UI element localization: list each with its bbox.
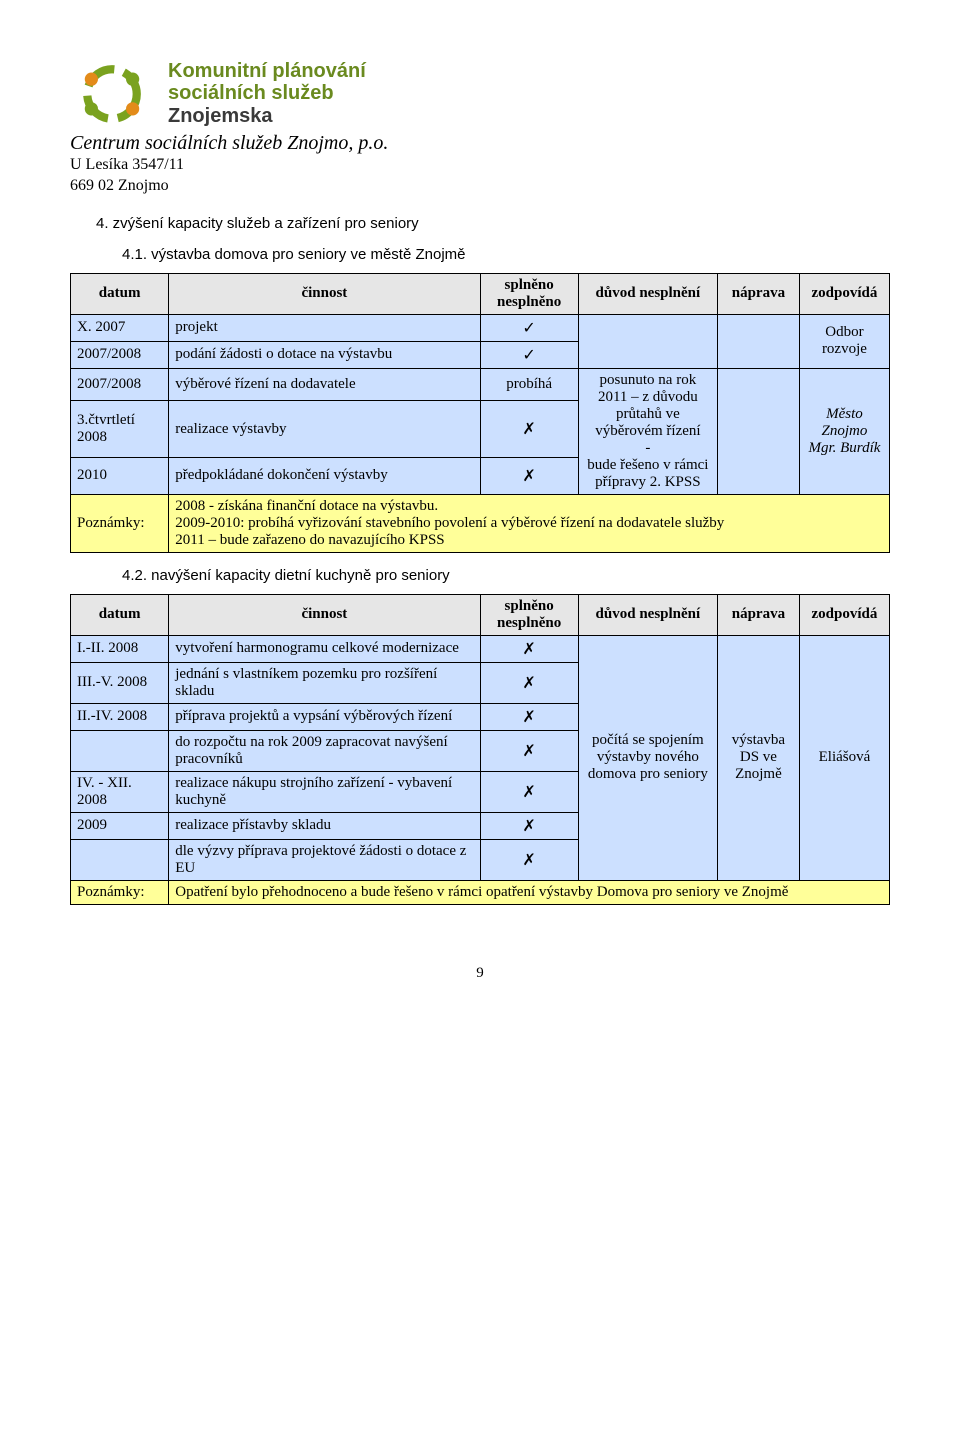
th-cinnost: činnost [169,273,480,314]
cell-poznamky-text: 2008 - získána finanční dotace na výstav… [169,494,890,552]
cell-datum: IV. - XII. 2008 [71,771,169,812]
cell-naprava-empty [717,314,799,368]
table-notes-row: Poznámky: 2008 - získána finanční dotace… [71,494,890,552]
th-splneno: splněno nesplněno [480,273,578,314]
org-addr-1: U Lesíka 3547/11 [70,155,890,176]
table-header-row: datum činnost splněno nesplněno důvod ne… [71,594,890,635]
cell-status: ✓ [480,314,578,341]
cell-cinnost: projekt [169,314,480,341]
section-4-title: 4. zvýšení kapacity služeb a zařízení pr… [96,215,890,232]
cell-cinnost: dle výzvy příprava projektové žádosti o … [169,839,480,880]
th-cinnost: činnost [169,594,480,635]
th-duvod: důvod nesplnění [578,273,717,314]
org-name: Centrum sociálních služeb Znojmo, p.o. [70,132,890,155]
cell-duvod: počítá se spojením výstavby nového domov… [578,635,717,880]
cell-naprava-empty [717,368,799,494]
cell-cinnost: do rozpočtu na rok 2009 zapracovat navýš… [169,730,480,771]
cell-status: ✗ [480,771,578,812]
cell-datum: I.-II. 2008 [71,635,169,662]
cell-cinnost: jednání s vlastníkem pozemku pro rozšíře… [169,662,480,703]
table-notes-row: Poznámky: Opatření bylo přehodnoceno a b… [71,880,890,904]
table-41: datum činnost splněno nesplněno důvod ne… [70,273,890,553]
cell-cinnost: předpokládané dokončení výstavby [169,457,480,494]
logo-line-1: Komunitní plánování [168,60,366,82]
cell-cinnost: realizace nákupu strojního zařízení - vy… [169,771,480,812]
cell-datum: II.-IV. 2008 [71,703,169,730]
cell-datum: 2009 [71,812,169,839]
cell-datum-empty [71,730,169,771]
section-4-1-title: 4.1. výstavba domova pro seniory ve měst… [122,246,890,263]
cell-datum: 3.čtvrtletí 2008 [71,401,169,457]
th-datum: datum [71,594,169,635]
table-row: 2007/2008 výběrové řízení na dodavatele … [71,368,890,401]
cell-zodpovida: Odbor rozvoje [799,314,889,368]
org-addr-2: 669 02 Znojmo [70,176,890,197]
th-naprava: náprava [717,273,799,314]
cell-cinnost: podání žádosti o dotace na výstavbu [169,341,480,368]
cell-status: ✓ [480,341,578,368]
th-zodpovida: zodpovídá [799,594,889,635]
cell-status: ✗ [480,839,578,880]
cell-status: ✗ [480,401,578,457]
th-datum: datum [71,273,169,314]
cell-status: probíhá [480,368,578,401]
cell-cinnost: realizace výstavby [169,401,480,457]
cell-naprava: výstavba DS ve Znojmě [717,635,799,880]
table-row: X. 2007 projekt ✓ Odbor rozvoje [71,314,890,341]
cell-status: ✗ [480,703,578,730]
kpss-logo-icon [70,61,154,127]
cell-poznamky-label: Poznámky: [71,880,169,904]
cell-cinnost: výběrové řízení na dodavatele [169,368,480,401]
cell-datum: 2007/2008 [71,368,169,401]
cell-poznamky-label: Poznámky: [71,494,169,552]
logo-row: Komunitní plánování sociálních služeb Zn… [70,60,890,128]
cell-cinnost: příprava projektů a vypsání výběrových ř… [169,703,480,730]
th-zodpovida: zodpovídá [799,273,889,314]
page-number: 9 [70,965,890,982]
cell-status: ✗ [480,662,578,703]
cell-datum: III.-V. 2008 [71,662,169,703]
logo-text: Komunitní plánování sociálních služeb Zn… [168,60,366,128]
cell-zodpovida: Město Znojmo Mgr. Burdík [799,368,889,494]
cell-cinnost: vytvoření harmonogramu celkové moderniza… [169,635,480,662]
cell-datum: 2010 [71,457,169,494]
table-42: datum činnost splněno nesplněno důvod ne… [70,594,890,905]
th-splneno: splněno nesplněno [480,594,578,635]
cell-status: ✗ [480,635,578,662]
table-row: I.-II. 2008 vytvoření harmonogramu celko… [71,635,890,662]
cell-datum-empty [71,839,169,880]
logo-line-3: Znojemska [168,104,366,128]
cell-datum: 2007/2008 [71,341,169,368]
th-naprava: náprava [717,594,799,635]
cell-poznamky-text: Opatření bylo přehodnoceno a bude řešeno… [169,880,890,904]
cell-zodpovida: Eliášová [799,635,889,880]
cell-status: ✗ [480,730,578,771]
table-header-row: datum činnost splněno nesplněno důvod ne… [71,273,890,314]
th-duvod: důvod nesplnění [578,594,717,635]
logo-line-2: sociálních služeb [168,82,366,104]
cell-duvod: posunuto na rok 2011 – z důvodu průtahů … [578,368,717,494]
cell-datum: X. 2007 [71,314,169,341]
cell-status: ✗ [480,457,578,494]
cell-duvod-empty [578,314,717,368]
document-header: Komunitní plánování sociálních služeb Zn… [70,60,890,197]
cell-cinnost: realizace přístavby skladu [169,812,480,839]
cell-status: ✗ [480,812,578,839]
section-4-2-title: 4.2. navýšení kapacity dietní kuchyně pr… [122,567,890,584]
